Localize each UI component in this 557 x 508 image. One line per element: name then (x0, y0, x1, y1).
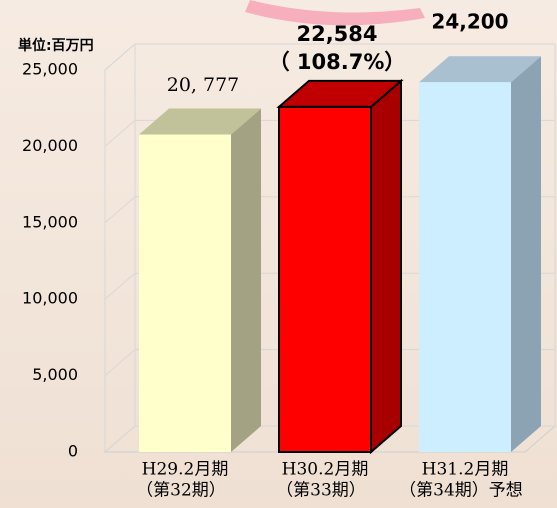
grid-line (104, 196, 555, 224)
side-wall (104, 42, 136, 454)
x-tick-label: H30.2月期 (282, 460, 369, 480)
y-tick-label: 20,000 (22, 136, 78, 155)
bar (278, 105, 372, 454)
x-tick-label: （第34期）予想 (399, 481, 523, 501)
grid-line (104, 43, 555, 71)
bar-top (139, 108, 261, 135)
y-tick-label: 25,000 (22, 60, 78, 79)
bar (139, 134, 231, 452)
value-label: 22,584 (296, 22, 377, 46)
grid-line (104, 425, 555, 453)
value-label: 24,200 (431, 10, 508, 34)
bar-side (231, 108, 261, 453)
decoration (245, 0, 425, 26)
x-tick-label: H29.2月期 (142, 460, 229, 480)
y-tick-label: 5,000 (32, 365, 78, 384)
value-label: 20, 777 (167, 74, 240, 96)
y-tick-label: 0 (68, 442, 78, 461)
grid-line (104, 272, 555, 300)
unit-label: 単位:百万円 (18, 37, 94, 54)
bar (419, 82, 511, 452)
bar-side (370, 78, 402, 455)
y-tick-label: 10,000 (22, 289, 78, 308)
bar-side (511, 56, 541, 452)
x-tick-label: H31.2月期 (422, 460, 509, 480)
bar-top (419, 56, 541, 83)
y-tick-label: 15,000 (22, 212, 78, 231)
x-tick-label: （第32期） (136, 481, 226, 501)
grid-line (104, 119, 555, 147)
x-tick-label: （第33期） (276, 481, 366, 501)
annotation: （ 108.7%） (269, 50, 406, 74)
grid-line (104, 349, 555, 376)
